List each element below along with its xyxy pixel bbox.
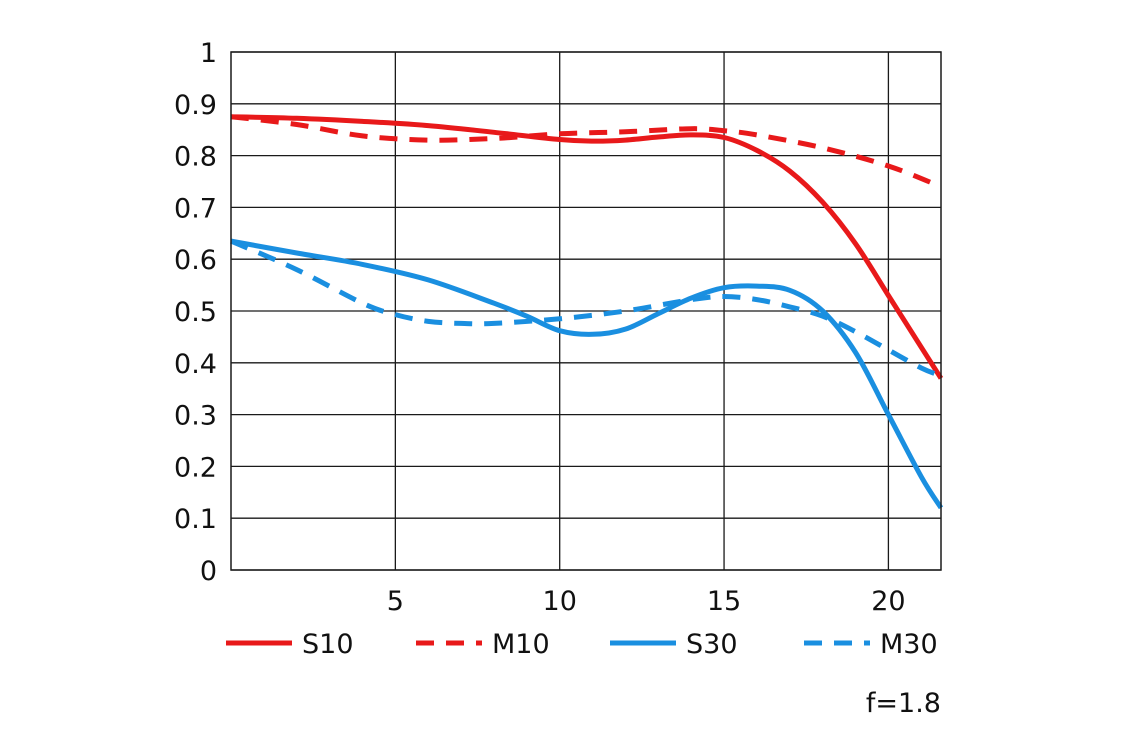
- y-tick-label: 0.1: [174, 504, 217, 535]
- series-line-s10: [230, 114, 944, 380]
- y-tick-label: 0.9: [174, 90, 217, 121]
- aperture-note: f=1.8: [866, 688, 941, 719]
- y-tick-label: 0.5: [174, 297, 217, 328]
- series-line-m10: [230, 114, 942, 190]
- y-tick-label: 0.7: [174, 193, 217, 224]
- legend: S10 M10 S30 M30: [226, 629, 938, 660]
- x-tick-labels: 5 10 15 20: [387, 586, 906, 617]
- y-tick-label: 0.2: [174, 452, 217, 483]
- y-tick-label: 0: [200, 556, 217, 587]
- y-tick-label: 0.8: [174, 142, 217, 173]
- series-lines: [230, 114, 944, 510]
- y-tick-label: 0.3: [174, 401, 217, 432]
- legend-label-s30: S30: [686, 629, 738, 660]
- y-tick-labels: 0 0.1 0.2 0.3 0.4 0.5 0.6 0.7 0.8 0.9 1: [174, 38, 217, 587]
- series-line-m30: [230, 238, 942, 379]
- legend-label-m30: M30: [880, 629, 938, 660]
- legend-label-s10: S10: [302, 629, 354, 660]
- plot-frame: [230, 51, 942, 571]
- x-tick-label: 15: [707, 586, 741, 617]
- y-tick-label: 0.6: [174, 245, 217, 276]
- legend-label-m10: M10: [492, 629, 550, 660]
- y-tick-label: 0.4: [174, 349, 217, 380]
- x-tick-label: 10: [543, 586, 577, 617]
- x-tick-label: 5: [387, 586, 404, 617]
- x-tick-label: 20: [871, 586, 905, 617]
- y-tick-label: 1: [200, 38, 217, 69]
- series-line-s30: [230, 238, 944, 510]
